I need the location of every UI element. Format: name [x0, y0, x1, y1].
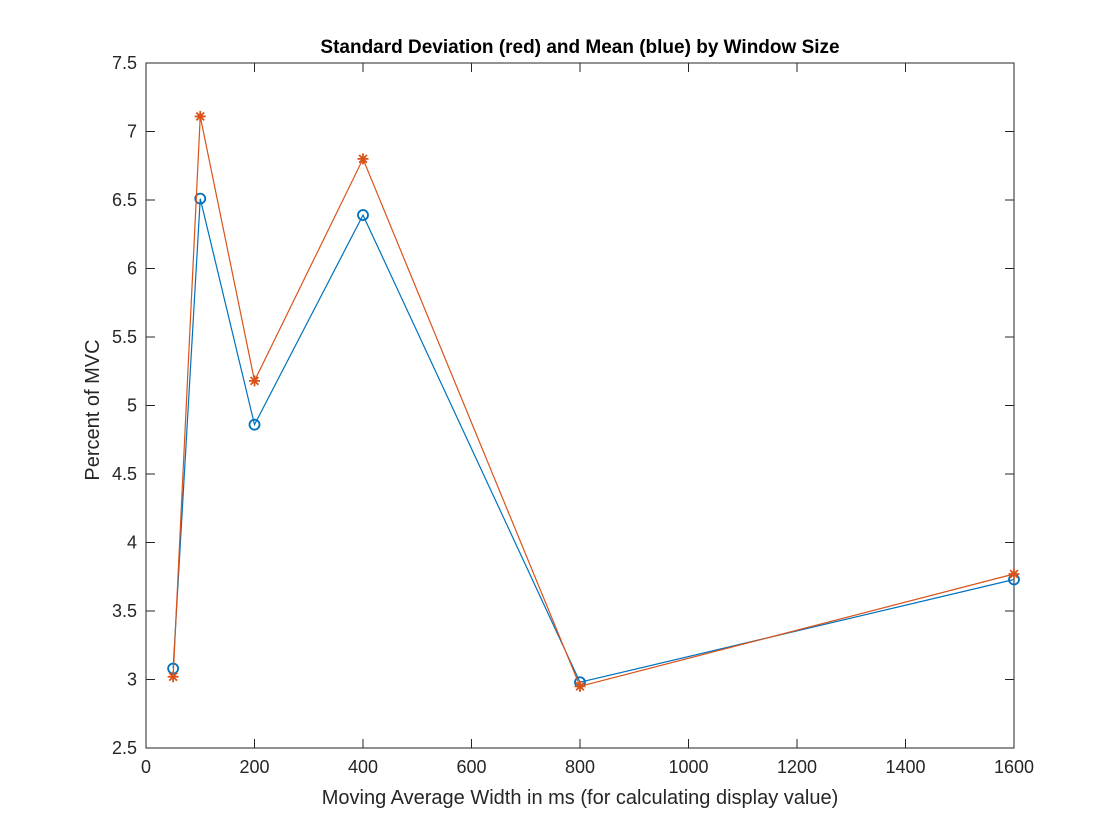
- series-1-point: [248, 418, 261, 431]
- y-tick-label: 5: [127, 396, 137, 416]
- y-tick-label: 2.5: [112, 738, 137, 758]
- x-tick-label: 1200: [777, 757, 817, 777]
- x-tick-label: 1000: [668, 757, 708, 777]
- series-1-point: [357, 209, 369, 221]
- series-1-line: [172, 198, 1015, 683]
- y-axis-label: Percent of MVC: [82, 339, 104, 480]
- x-tick-label: 600: [456, 757, 486, 777]
- series-2-point: [357, 153, 369, 165]
- y-tick-label: 4: [127, 533, 137, 553]
- series-1-point: [194, 192, 207, 205]
- y-tick-label: 4.5: [112, 464, 137, 484]
- series-2-point: [1008, 568, 1020, 580]
- x-tick-label: 200: [239, 757, 269, 777]
- series-2-point: [194, 110, 206, 122]
- x-tick-label: 1400: [885, 757, 925, 777]
- x-tick-label: 400: [348, 757, 378, 777]
- series-2-line: [172, 116, 1015, 688]
- series-2-point: [167, 671, 179, 683]
- axes-box: [145, 62, 1015, 749]
- y-tick-label: 3: [127, 670, 137, 690]
- y-tick-label: 7.5: [112, 53, 137, 73]
- series-2-point: [249, 375, 260, 387]
- y-tick-label: 3.5: [112, 601, 137, 621]
- y-tick-label: 7: [127, 122, 137, 142]
- series-2-point: [574, 680, 586, 692]
- y-tick-label: 5.5: [112, 327, 137, 347]
- y-tick-label: 6: [127, 259, 137, 279]
- x-tick-label: 1600: [994, 757, 1034, 777]
- x-axis-label: Moving Average Width in ms (for calculat…: [322, 787, 839, 809]
- chart-title: Standard Deviation (red) and Mean (blue)…: [320, 37, 839, 58]
- plot-area: 0 200 400 600 800 1000 1200 1400 1600 2.5 3 3.5 4 4.5…: [112, 53, 1034, 777]
- x-tick-label: 800: [565, 757, 595, 777]
- x-tick-label: 0: [141, 757, 151, 777]
- y-tick-label: 6.5: [112, 190, 137, 210]
